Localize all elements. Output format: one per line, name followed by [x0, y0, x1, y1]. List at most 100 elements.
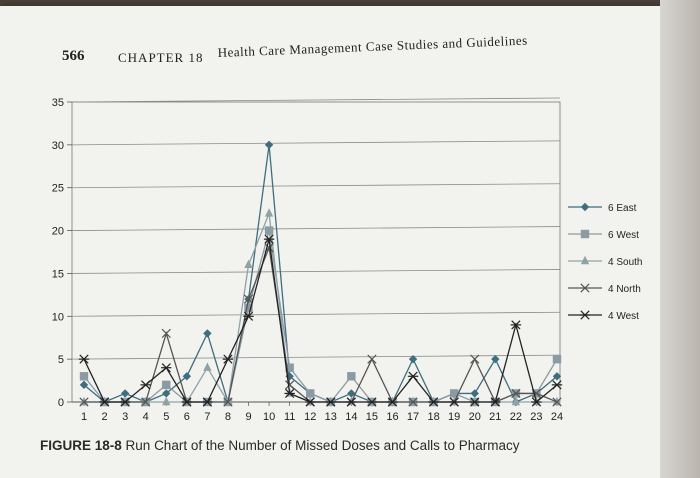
point-4-west-17 — [407, 371, 419, 381]
point-6-west-12 — [306, 389, 315, 398]
point-4-west-20 — [469, 397, 480, 407]
point-4-north-4 — [141, 397, 151, 407]
y-tick-label-20: 20 — [52, 226, 64, 238]
point-6-east-5 — [162, 389, 171, 398]
x-tick-label-21: 21 — [489, 411, 501, 423]
point-4-north-11 — [285, 380, 295, 390]
point-4-west-15 — [366, 397, 378, 407]
point-4-west-22 — [510, 320, 522, 330]
point-6-east-3 — [120, 389, 130, 398]
point-4-west-11 — [284, 388, 295, 399]
x-tick-label-4: 4 — [143, 411, 149, 423]
point-4-west-5 — [161, 363, 172, 373]
point-4-west-12 — [305, 397, 316, 407]
point-6-east-21 — [491, 354, 500, 364]
point-6-east-1 — [79, 380, 89, 390]
point-4-north-20 — [470, 354, 480, 364]
x-tick-label-5: 5 — [163, 411, 169, 423]
point-6-west-24 — [552, 354, 562, 364]
figure-caption: FIGURE 18-8 Run Chart of the Number of M… — [40, 438, 519, 453]
gridline-35 — [71, 97, 561, 103]
point-4-south-10 — [264, 208, 274, 217]
point-4-north-1 — [79, 397, 89, 407]
point-4-west-3 — [119, 397, 131, 407]
legend-marker-6-east — [580, 202, 590, 212]
point-4-west-10 — [263, 234, 275, 244]
point-4-north-9 — [243, 294, 254, 304]
point-4-west-2 — [99, 397, 110, 407]
legend-marker-4-west — [579, 310, 591, 320]
legend-label-4-north: 4 North — [608, 284, 641, 295]
x-tick-label-10: 10 — [263, 411, 275, 423]
legend-marker-4-north — [580, 283, 590, 293]
point-4-north-5 — [161, 328, 171, 339]
page-number: 566 — [62, 48, 85, 64]
y-tick-label-10: 10 — [52, 311, 64, 323]
point-4-north-8 — [223, 397, 233, 407]
point-6-west-9 — [244, 303, 253, 312]
point-6-west-1 — [79, 372, 89, 381]
y-tick-label-30: 30 — [52, 140, 64, 152]
legend-label-6-west: 6 West — [608, 230, 639, 241]
x-tick-label-2: 2 — [102, 411, 108, 423]
point-4-south-22 — [511, 396, 521, 406]
x-tick-label-19: 19 — [448, 411, 460, 423]
point-4-south-3 — [120, 396, 130, 406]
point-6-west-14 — [347, 372, 356, 381]
x-tick-label-3: 3 — [122, 411, 128, 423]
x-tick-label-24: 24 — [551, 411, 563, 423]
point-6-east-10 — [264, 140, 274, 150]
point-4-south-20 — [470, 396, 479, 406]
point-4-south-24 — [552, 396, 562, 406]
x-tick-label-22: 22 — [510, 411, 522, 423]
gridline-10 — [71, 311, 561, 317]
x-tick-label-16: 16 — [386, 411, 398, 423]
gridline-30 — [71, 140, 561, 146]
point-4-west-13 — [325, 397, 336, 407]
point-4-north-24 — [552, 397, 562, 407]
point-6-east-6 — [182, 372, 192, 381]
y-tick-label-5: 5 — [58, 354, 64, 366]
point-4-north-22 — [511, 388, 521, 399]
point-4-south-17 — [408, 396, 418, 406]
gridline-25 — [71, 183, 561, 189]
x-tick-label-7: 7 — [204, 411, 210, 423]
point-4-south-15 — [367, 396, 377, 406]
point-6-west-19 — [449, 389, 459, 398]
point-4-south-9 — [244, 259, 253, 269]
x-tick-label-1: 1 — [81, 411, 87, 423]
x-tick-label-18: 18 — [427, 411, 439, 423]
x-tick-label-14: 14 — [345, 411, 357, 423]
gridline-5 — [71, 354, 561, 360]
point-4-west-6 — [181, 397, 193, 407]
point-4-west-9 — [243, 311, 254, 321]
point-4-west-24 — [551, 380, 563, 390]
point-6-east-7 — [203, 329, 212, 338]
legend-marker-4-south — [580, 255, 590, 265]
gridline-20 — [71, 226, 561, 231]
point-6-west-5 — [162, 380, 171, 390]
page-edge — [660, 0, 700, 478]
gridline-15 — [71, 269, 561, 274]
point-6-east-17 — [408, 354, 418, 364]
figure-label: FIGURE 18-8 — [40, 438, 122, 453]
x-tick-label-12: 12 — [304, 411, 316, 423]
y-tick-label-0: 0 — [58, 397, 64, 409]
series-line-4-west — [83, 238, 558, 404]
x-tick-label-13: 13 — [325, 411, 337, 423]
series-line-4-north — [84, 245, 558, 403]
legend-label-6-east: 6 East — [608, 203, 637, 214]
legend-marker-6-west — [580, 229, 590, 239]
point-4-south-13 — [326, 396, 335, 406]
point-4-west-16 — [387, 397, 398, 407]
point-6-east-14 — [347, 389, 356, 398]
x-tick-label-11: 11 — [284, 411, 295, 423]
point-4-west-18 — [428, 397, 439, 407]
point-6-west-11 — [285, 363, 294, 372]
point-4-west-4 — [140, 380, 151, 390]
point-4-west-1 — [78, 354, 90, 364]
y-tick-label-15: 15 — [52, 268, 64, 280]
point-4-west-8 — [222, 354, 234, 364]
point-4-north-17 — [408, 397, 418, 407]
